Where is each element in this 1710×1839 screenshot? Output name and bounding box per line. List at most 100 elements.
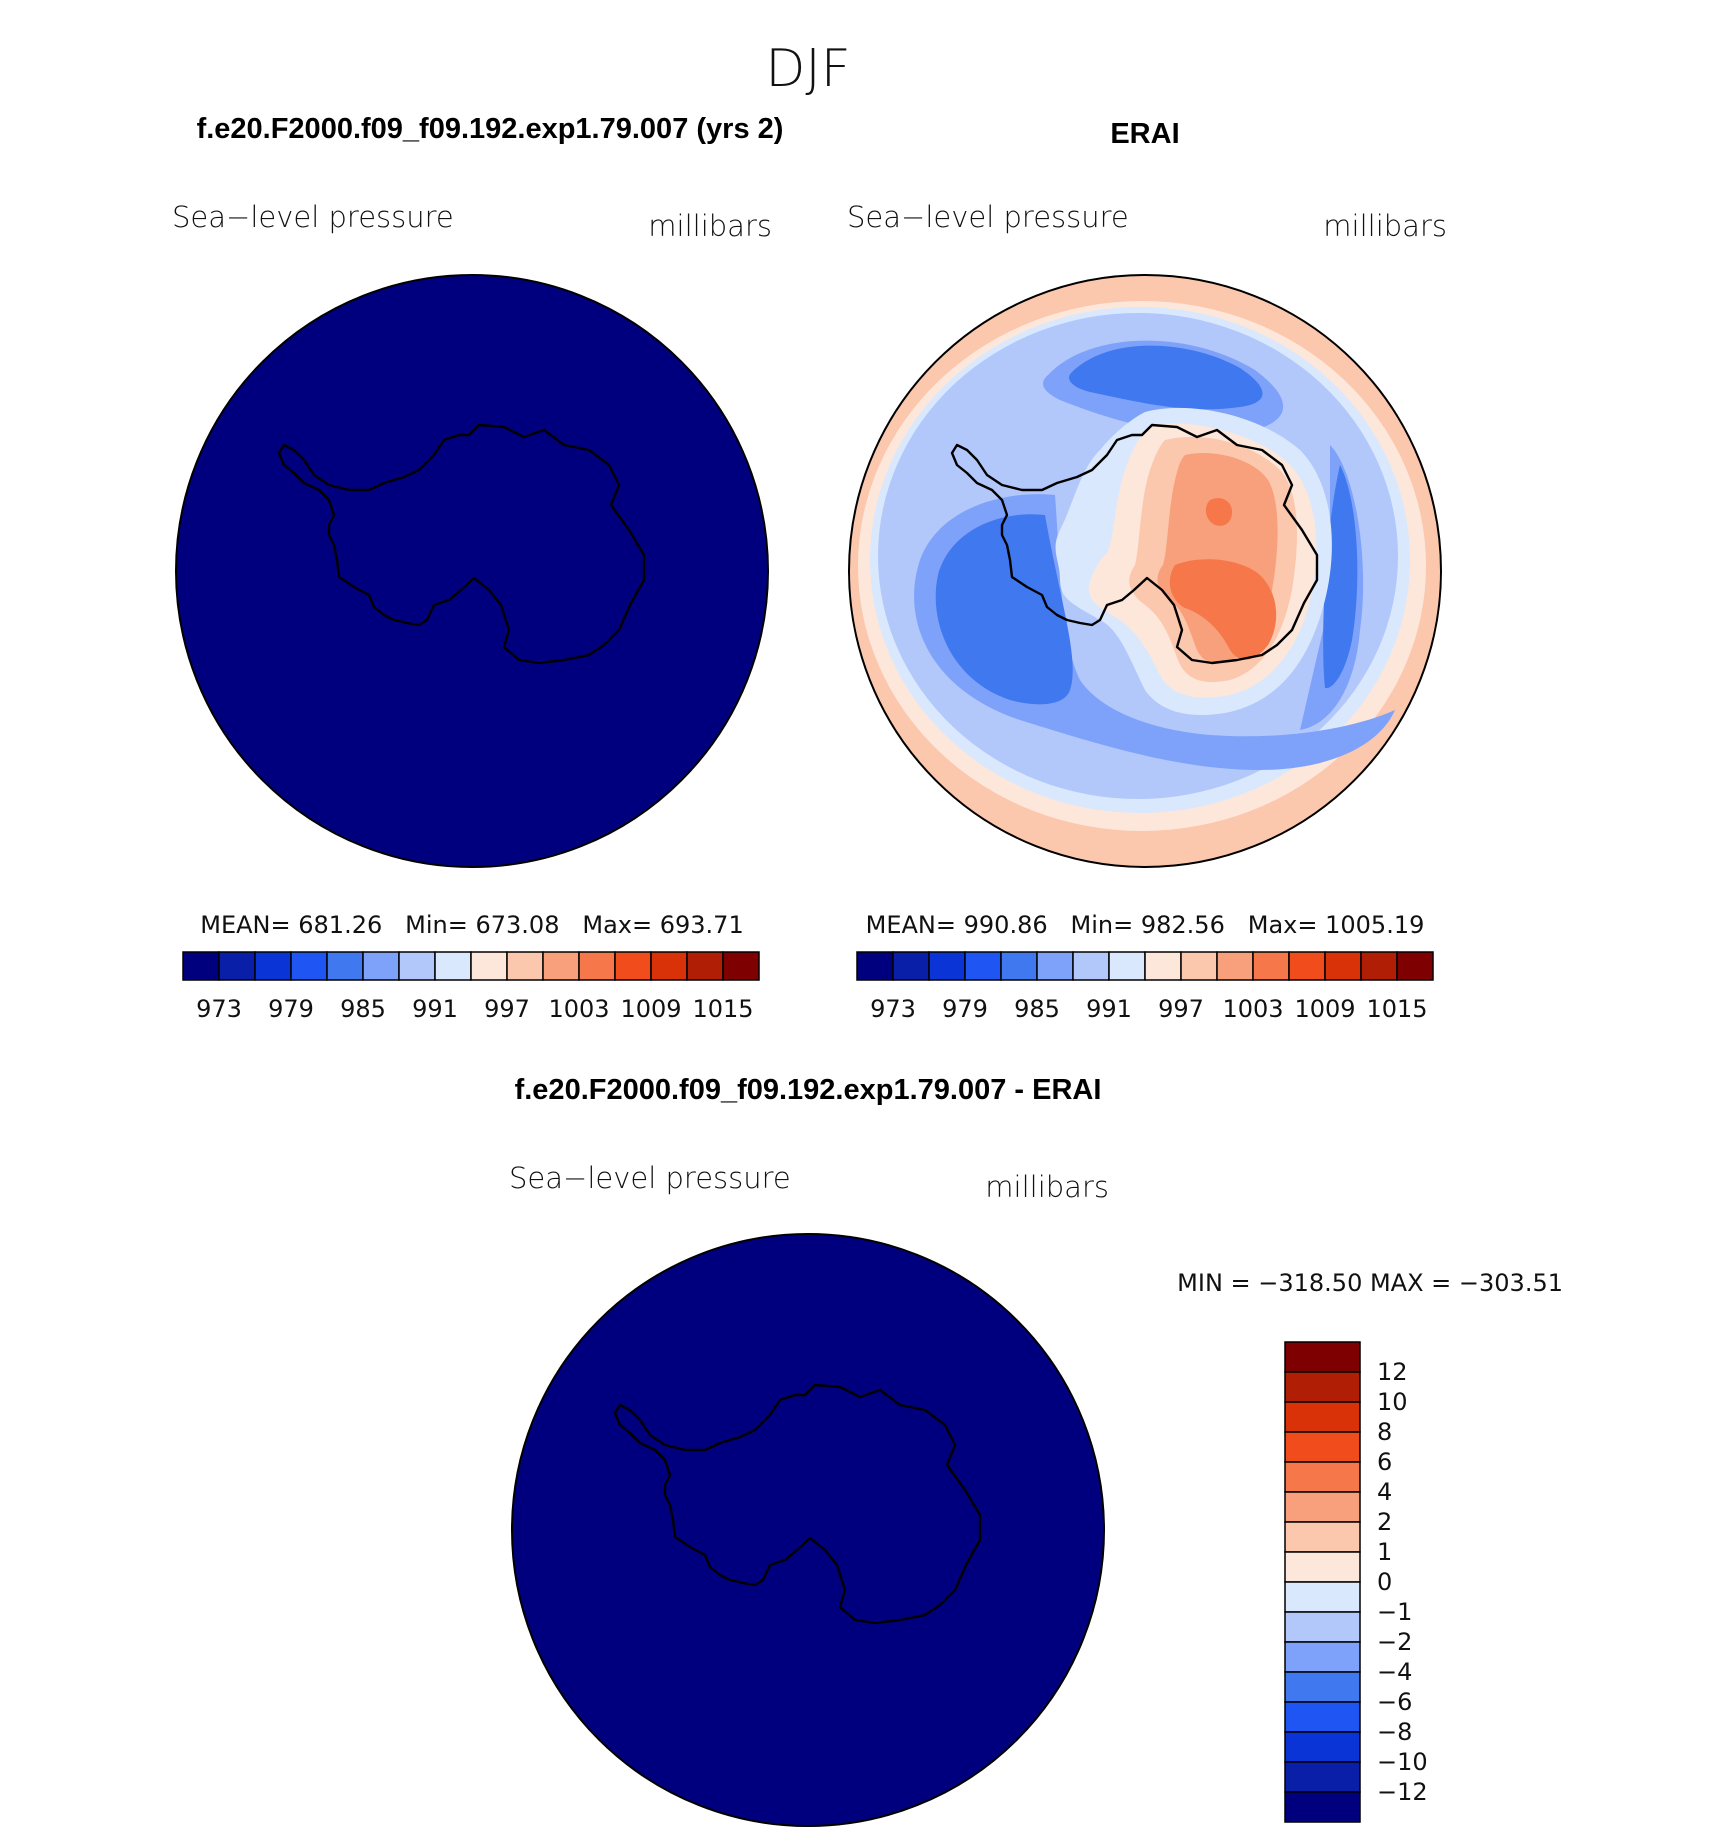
- colorbar-difference-tick-label: −2: [1377, 1628, 1412, 1656]
- colorbar-difference-swatch: [1284, 1641, 1361, 1673]
- colorbar-model-tick-label: 991: [412, 995, 458, 1023]
- colorbar-erai-swatch: [928, 951, 966, 981]
- variable-label-model: Sea−level pressure: [172, 200, 454, 234]
- panel-difference: f.e20.F2000.f09_f09.192.exp1.79.007 - ER…: [509, 1074, 1563, 1827]
- variable-label-erai: Sea−level pressure: [847, 200, 1129, 234]
- map-disk-difference: [511, 1233, 1105, 1827]
- colorbar-difference-tick-label: 4: [1377, 1478, 1392, 1506]
- colorbar-difference-swatch: [1284, 1341, 1361, 1373]
- colorbar-model-swatch: [326, 951, 364, 981]
- colorbar-difference-swatch: [1284, 1461, 1361, 1493]
- colorbar-erai-swatch: [1288, 951, 1326, 981]
- colorbar-erai-swatch: [1252, 951, 1290, 981]
- colorbar-difference-tick-label: 12: [1377, 1358, 1408, 1386]
- panel-title-model: f.e20.F2000.f09_f09.192.exp1.79.007 (yrs…: [197, 113, 784, 145]
- colorbar-model: 973 979 985 991 997 1003 1009 1015: [182, 951, 760, 1023]
- colorbar-difference-swatch: [1284, 1431, 1361, 1463]
- units-label-erai: millibars: [1323, 209, 1447, 243]
- colorbar-difference-swatch: [1284, 1521, 1361, 1553]
- colorbar-difference-swatch: [1284, 1611, 1361, 1643]
- colorbar-difference-tick-label: −4: [1377, 1658, 1412, 1686]
- colorbar-difference-tick-label: 10: [1377, 1388, 1408, 1416]
- panel-title-erai: ERAI: [1110, 118, 1179, 150]
- variable-label-difference: Sea−level pressure: [509, 1161, 791, 1195]
- colorbar-model-swatch: [362, 951, 400, 981]
- colorbar-difference-swatch: [1284, 1731, 1361, 1763]
- colorbar-erai: 973 979 985 991 997 1003 1009 1015: [856, 951, 1434, 1023]
- colorbar-erai-swatch: [1036, 951, 1074, 981]
- colorbar-model-swatch: [614, 951, 652, 981]
- colorbar-difference-swatch: [1284, 1761, 1361, 1793]
- minmax-difference: MIN = −318.50 MAX = −303.51: [1177, 1269, 1563, 1297]
- colorbar-model-swatch: [290, 951, 328, 981]
- colorbar-erai-swatch: [1108, 951, 1146, 981]
- colorbar-difference-swatch: [1284, 1371, 1361, 1403]
- map-border-erai: [848, 274, 1442, 868]
- colorbar-erai-swatch: [964, 951, 1002, 981]
- colorbar-model-swatch: [470, 951, 508, 981]
- colorbar-model-swatch: [182, 951, 220, 981]
- colorbar-erai-tick-label: 1003: [1222, 995, 1283, 1023]
- colorbar-erai-swatch: [1000, 951, 1038, 981]
- colorbar-difference-tick-label: −6: [1377, 1688, 1412, 1716]
- colorbar-difference-tick-label: −12: [1377, 1778, 1428, 1806]
- stats-erai: MEAN= 990.86 Min= 982.56 Max= 1005.19: [866, 911, 1425, 939]
- colorbar-model-swatch: [722, 951, 760, 981]
- colorbar-model-swatch: [398, 951, 436, 981]
- colorbar-model-tick-label: 985: [340, 995, 386, 1023]
- colorbar-model-swatch: [650, 951, 688, 981]
- colorbar-erai-tick-label: 991: [1086, 995, 1132, 1023]
- map-erai: [849, 275, 1441, 867]
- map-disk-model: [175, 274, 769, 868]
- colorbar-erai-swatch: [1324, 951, 1362, 981]
- colorbar-model-swatch: [686, 951, 724, 981]
- colorbar-erai-swatch: [1144, 951, 1182, 981]
- colorbar-erai-tick-label: 973: [870, 995, 916, 1023]
- colorbar-difference-tick-label: 1: [1377, 1538, 1392, 1566]
- colorbar-difference-tick-label: −10: [1377, 1748, 1428, 1776]
- colorbar-difference-tick-label: −1: [1377, 1598, 1412, 1626]
- colorbar-model-swatch: [578, 951, 616, 981]
- colorbar-erai-tick-label: 1009: [1294, 995, 1355, 1023]
- panel-title-difference: f.e20.F2000.f09_f09.192.exp1.79.007 - ER…: [515, 1074, 1102, 1106]
- colorbar-erai-swatch: [1072, 951, 1110, 981]
- colorbar-erai-swatch: [1216, 951, 1254, 981]
- colorbar-erai-tick-label: 1015: [1366, 995, 1427, 1023]
- colorbar-difference-swatch: [1284, 1551, 1361, 1583]
- colorbar-erai-swatch: [1180, 951, 1218, 981]
- colorbar-model-tick-label: 1003: [548, 995, 609, 1023]
- colorbar-erai-tick-label: 997: [1158, 995, 1204, 1023]
- colorbar-difference-swatch: [1284, 1401, 1361, 1433]
- colorbar-model-swatch: [434, 951, 472, 981]
- colorbar-erai-swatch: [1396, 951, 1434, 981]
- units-label-difference: millibars: [985, 1170, 1109, 1204]
- colorbar-erai-swatch: [1360, 951, 1398, 981]
- colorbar-erai-swatch: [892, 951, 930, 981]
- colorbar-model-tick-label: 973: [196, 995, 242, 1023]
- colorbar-difference-tick-label: 6: [1377, 1448, 1392, 1476]
- colorbar-difference-swatch: [1284, 1671, 1361, 1703]
- stats-model: MEAN= 681.26 Min= 673.08 Max= 693.71: [200, 911, 743, 939]
- colorbar-model-swatch: [506, 951, 544, 981]
- colorbar-difference-tick-label: 0: [1377, 1568, 1392, 1596]
- panel-erai: ERAI Sea−level pressure millibars MEAN= …: [847, 118, 1447, 1023]
- colorbar-difference-swatch: [1284, 1791, 1361, 1823]
- colorbar-difference-swatch: [1284, 1581, 1361, 1613]
- colorbar-erai-swatch: [856, 951, 894, 981]
- colorbar-model-swatch: [218, 951, 256, 981]
- colorbar-model-tick-label: 1009: [620, 995, 681, 1023]
- colorbar-erai-tick-label: 979: [942, 995, 988, 1023]
- colorbar-model-tick-label: 979: [268, 995, 314, 1023]
- colorbar-difference-tick-label: −8: [1377, 1718, 1412, 1746]
- colorbar-difference-tick-label: 2: [1377, 1508, 1392, 1536]
- colorbar-difference-swatch: [1284, 1491, 1361, 1523]
- colorbar-model-tick-label: 997: [484, 995, 530, 1023]
- colorbar-difference-swatch: [1284, 1701, 1361, 1733]
- colorbar-difference-tick-label: 8: [1377, 1418, 1392, 1446]
- colorbar-model-swatch: [254, 951, 292, 981]
- panel-model: f.e20.F2000.f09_f09.192.exp1.79.007 (yrs…: [172, 113, 783, 1023]
- colorbar-model-tick-label: 1015: [692, 995, 753, 1023]
- colorbar-model-swatch: [542, 951, 580, 981]
